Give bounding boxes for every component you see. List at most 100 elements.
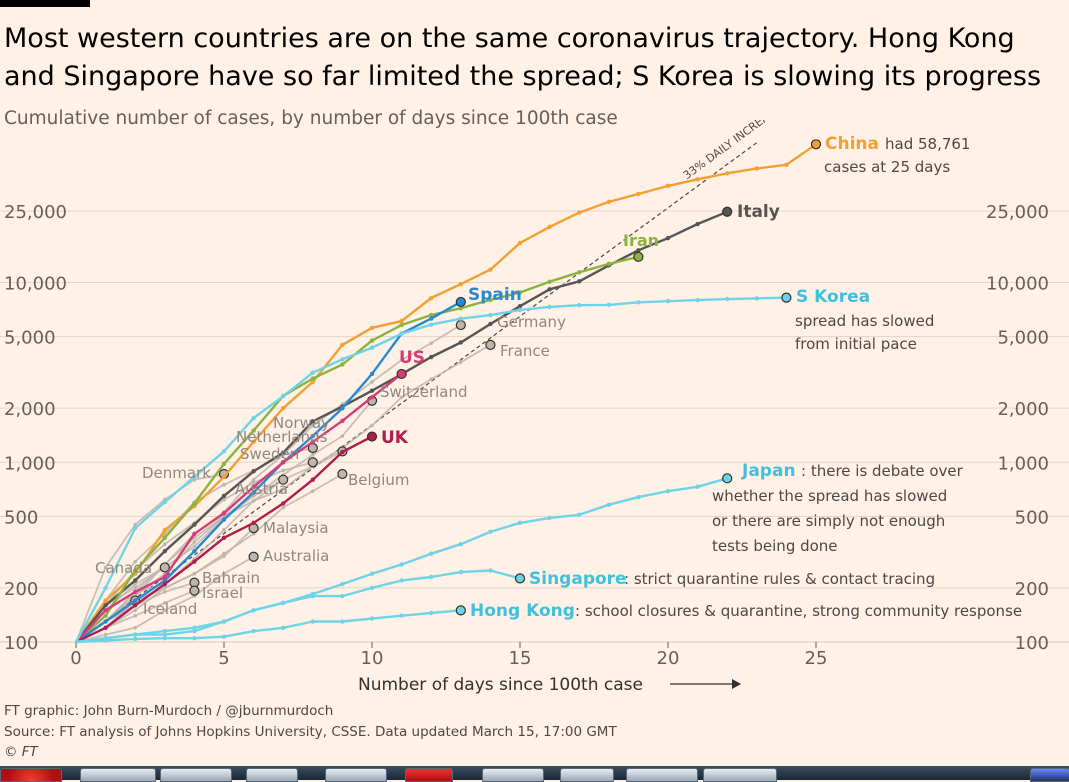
data-point-uk-7 <box>281 501 286 506</box>
label-bahrain: Bahrain <box>202 569 260 587</box>
data-point-uk-3 <box>162 581 167 587</box>
x-tick-5: 5 <box>218 648 229 669</box>
data-point-hong-kong-10 <box>369 616 375 621</box>
data-point-singapore-13 <box>458 569 463 575</box>
data-point-spain-10 <box>369 371 375 377</box>
data-point-japan-10 <box>369 571 375 576</box>
label-china-note: had 58,761 <box>885 135 970 153</box>
data-point-s-korea-15 <box>517 307 523 313</box>
data-point-china-17 <box>577 210 582 215</box>
label-france: France <box>500 342 550 360</box>
data-point-hong-kong-6 <box>251 628 256 634</box>
x-tick-25: 25 <box>805 648 828 669</box>
data-point-s-korea-4 <box>192 474 197 480</box>
data-point-singapore-6 <box>251 608 256 613</box>
endpoint-germany <box>455 319 466 331</box>
data-point-italy-6 <box>251 469 256 474</box>
label-sweden: Sweden <box>240 445 299 463</box>
data-point-china-8 <box>310 379 315 385</box>
data-point-us-4 <box>192 531 197 536</box>
data-point-china-15 <box>517 240 523 246</box>
data-point-italy-2 <box>133 578 138 583</box>
data-point-hong-kong-5 <box>221 634 227 639</box>
footer-credit: FT graphic: John Burn-Murdoch / @jburnmu… <box>4 703 334 719</box>
data-point-italy-8 <box>310 419 315 424</box>
data-point-uk-6 <box>251 520 256 526</box>
data-point-germany-10 <box>370 380 374 384</box>
data-point-china-5 <box>221 474 227 480</box>
data-point-canada-2 <box>133 586 137 590</box>
data-point-spain-2 <box>133 598 138 603</box>
label-belgium: Belgium <box>348 471 410 489</box>
data-point-s-korea-19 <box>636 300 641 305</box>
data-point-china-22 <box>725 171 730 176</box>
y-tick-left-10000: 10,000 <box>4 274 67 295</box>
data-point-france-7 <box>281 487 286 491</box>
data-point-s-korea-23 <box>754 296 759 301</box>
series-line-us <box>75 372 403 643</box>
data-point-germany-6 <box>251 477 256 482</box>
data-point-us-7 <box>281 460 286 465</box>
endpoint-spain <box>455 296 466 308</box>
data-point-italy-3 <box>162 549 167 554</box>
series-highlight-group <box>74 139 822 644</box>
data-point-iran-13 <box>458 305 463 311</box>
data-point-s-korea-6 <box>251 415 256 421</box>
endpoint-austria <box>278 474 289 485</box>
data-point-spain-6 <box>251 490 256 495</box>
data-point-s-korea-9 <box>340 357 345 362</box>
data-point-us-10 <box>369 395 375 400</box>
data-point-spain-4 <box>192 549 197 554</box>
data-point-singapore-2 <box>133 632 138 637</box>
data-point-uk-2 <box>133 603 138 608</box>
data-point-hong-kong-8 <box>310 619 315 624</box>
data-point-australia-3 <box>163 608 167 613</box>
data-point-s-korea-21 <box>695 297 700 303</box>
data-point-malaysia-5 <box>222 554 226 559</box>
y-tick-right-5000: 5,000 <box>997 328 1049 349</box>
label-italy: Italy <box>737 202 780 222</box>
data-point-japan-19 <box>636 494 641 500</box>
series-line-spain <box>75 300 462 643</box>
label-austria: Austria <box>235 480 288 498</box>
data-point-japan-16 <box>547 515 552 521</box>
x-axis-label: Number of days since 100th case <box>358 675 643 695</box>
data-point-italy-4 <box>192 522 197 527</box>
data-point-australia-1 <box>103 632 108 637</box>
data-point-spain-9 <box>340 405 345 411</box>
data-point-iran-18 <box>606 261 611 267</box>
ft-top-bar <box>0 0 90 7</box>
data-point-iran-11 <box>399 322 404 328</box>
data-point-s-korea-2 <box>133 525 138 531</box>
y-tick-left-500: 500 <box>4 507 38 528</box>
label-israel: Israel <box>202 584 243 602</box>
data-point-iran-1 <box>103 613 108 618</box>
data-point-china-6 <box>251 439 256 444</box>
data-point-iran-10 <box>369 338 375 343</box>
data-point-iran-16 <box>547 279 552 284</box>
label-singapore: Singapore <box>529 569 627 589</box>
data-point-switzerland-2 <box>133 582 137 586</box>
data-point-japan-20 <box>665 489 671 494</box>
data-point-japan-4 <box>192 625 197 630</box>
data-point-israel-3 <box>163 601 167 605</box>
y-tick-left-100: 100 <box>4 633 38 654</box>
endpoint-canada <box>159 562 170 573</box>
data-point-s-korea-10 <box>369 345 375 350</box>
data-point-singapore-12 <box>429 574 434 580</box>
data-point-us-8 <box>310 439 315 444</box>
data-point-italy-10 <box>369 388 375 393</box>
y-tick-right-10000: 10,000 <box>986 274 1049 295</box>
data-point-uk-8 <box>310 477 315 482</box>
data-point-china-18 <box>606 199 611 205</box>
data-point-hong-kong-12 <box>429 610 434 616</box>
label-japan-note4: tests being done <box>712 537 838 555</box>
data-point-spain-3 <box>162 578 167 583</box>
data-point-singapore-9 <box>340 593 345 599</box>
data-point-japan-14 <box>488 529 493 535</box>
data-point-japan-9 <box>340 581 345 587</box>
data-point-spain-12 <box>429 316 434 321</box>
data-point-sweden-5 <box>222 497 226 502</box>
data-point-australia-2 <box>133 625 137 630</box>
